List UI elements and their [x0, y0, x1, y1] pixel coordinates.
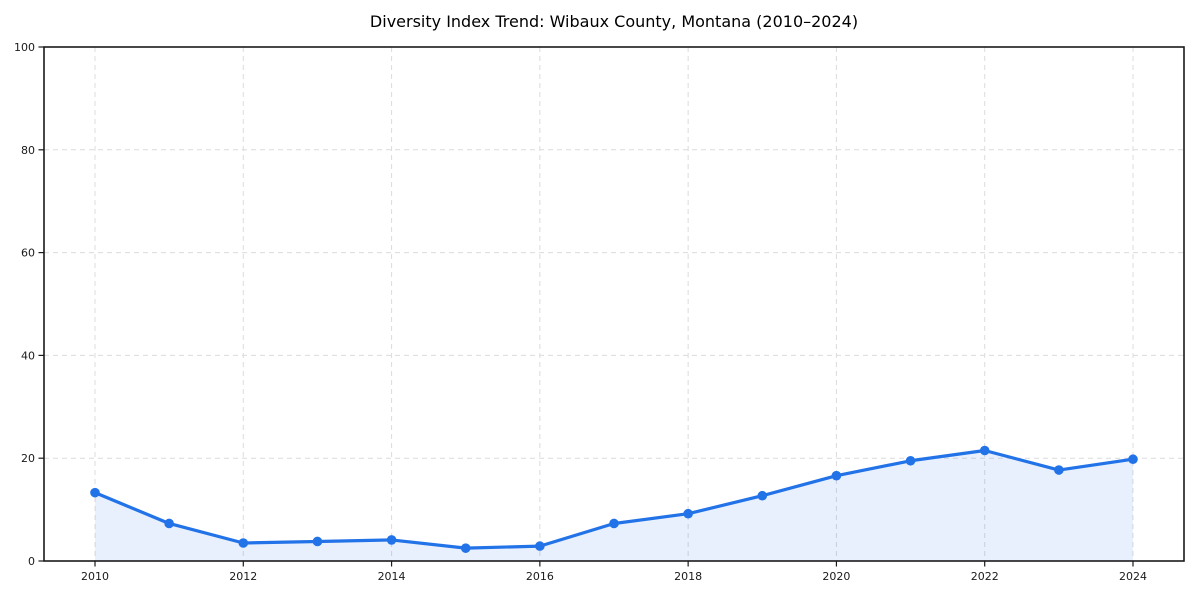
data-point	[90, 487, 100, 498]
x-tick-label: 2020	[822, 570, 850, 583]
data-point	[609, 518, 619, 529]
x-tick-label: 2016	[526, 570, 554, 583]
plot-border	[43, 46, 1185, 562]
area-fill	[95, 450, 1133, 561]
y-tick-label: 0	[28, 555, 35, 568]
chart-title: Diversity Index Trend: Wibaux County, Mo…	[369, 12, 859, 31]
data-point	[757, 490, 768, 501]
x-tick-label: 2022	[971, 570, 999, 583]
y-tick-label: 100	[14, 41, 35, 54]
y-tick-label: 20	[21, 452, 35, 465]
data-point	[238, 538, 249, 548]
y-tick-label: 60	[21, 247, 35, 260]
x-tick-label: 2012	[229, 570, 257, 583]
data-point	[386, 535, 397, 545]
x-tick-label: 2014	[378, 570, 406, 583]
data-point	[460, 543, 471, 553]
y-tick-label: 40	[21, 349, 35, 362]
x-tick-label: 2018	[674, 570, 702, 583]
data-point	[164, 518, 174, 529]
data-point	[1128, 454, 1138, 465]
data-point	[683, 508, 693, 519]
data-point	[1054, 465, 1064, 475]
y-tick-label: 80	[21, 144, 35, 157]
data-point	[312, 536, 323, 547]
data-point	[905, 455, 916, 466]
data-point	[979, 445, 990, 456]
data-point	[831, 470, 842, 481]
x-tick-label: 2010	[81, 570, 109, 583]
data-point	[535, 541, 545, 551]
x-tick-label: 2024	[1119, 570, 1147, 583]
